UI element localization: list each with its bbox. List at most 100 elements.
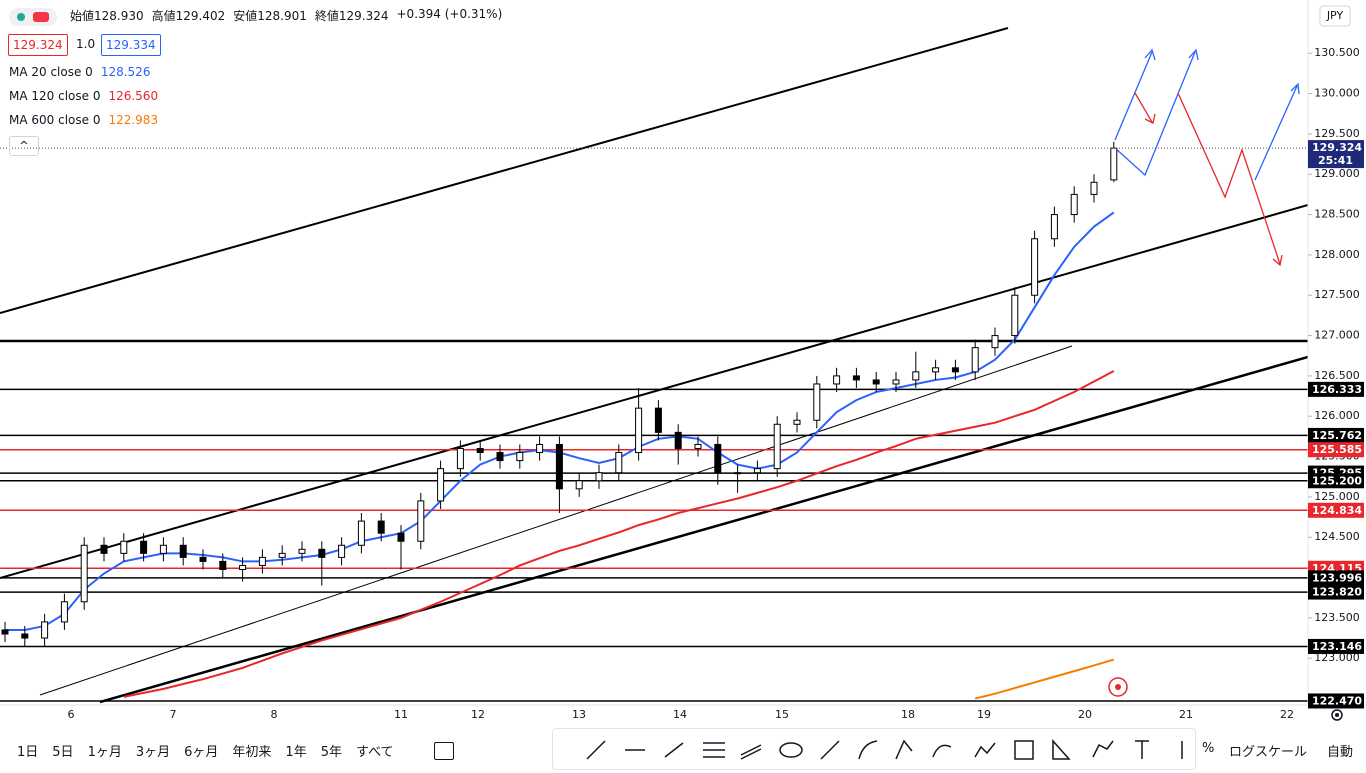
candle-body	[496, 452, 504, 462]
candle-body	[1011, 294, 1019, 337]
candle-body	[258, 556, 266, 566]
level-label-box	[1308, 502, 1364, 518]
x-tick-label: 8	[271, 708, 278, 721]
trend-line[interactable]	[0, 204, 1308, 579]
range-button[interactable]: 5年	[320, 745, 342, 760]
level-label: 126.333	[1312, 383, 1362, 396]
candle-body	[694, 443, 702, 449]
range-button[interactable]: 3ヶ月	[135, 745, 171, 760]
candle-body	[951, 367, 959, 373]
tool-icon[interactable]	[858, 740, 878, 760]
settings-icon[interactable]	[1331, 709, 1343, 721]
level-label: 125.200	[1312, 474, 1362, 487]
level-label: 123.146	[1312, 640, 1362, 653]
y-tick-label: 124.500	[1314, 530, 1360, 543]
level-label: 125.762	[1312, 429, 1362, 442]
x-tick-label: 20	[1078, 708, 1092, 721]
candle-body	[674, 431, 682, 449]
tool-icon[interactable]	[740, 744, 762, 760]
range-button[interactable]: 1年	[285, 745, 307, 760]
candle-body	[318, 548, 326, 558]
y-tick-label: 123.000	[1314, 651, 1360, 664]
legend-value: 126.560	[108, 89, 159, 103]
range-button[interactable]: 1日	[17, 745, 39, 760]
trend-line[interactable]	[0, 27, 1009, 314]
bottom-toolbar: 1日 5日 1ヶ月 3ヶ月 6ヶ月 年初来 1年 5年 すべて	[0, 728, 1366, 770]
level-label: 123.820	[1312, 586, 1362, 599]
trend-line[interactable]	[39, 345, 1073, 696]
x-tick-label: 11	[394, 708, 408, 721]
trend-line[interactable]	[99, 355, 1308, 704]
tool-icon[interactable]	[1092, 740, 1114, 758]
candle-body	[60, 601, 68, 623]
range-button[interactable]: すべて	[355, 745, 394, 760]
candle-body	[219, 560, 227, 570]
candle-body	[1050, 214, 1058, 240]
tool-icon[interactable]	[1052, 739, 1071, 760]
legend-value: 122.983	[108, 113, 159, 127]
candle-body	[595, 472, 603, 482]
candle-body	[199, 556, 207, 562]
y-tick-label: 126.500	[1314, 369, 1360, 382]
candle-body	[714, 443, 722, 474]
tool-icon[interactable]	[664, 742, 684, 758]
sell-button[interactable]: 129.324	[8, 34, 68, 56]
tool-icon[interactable]	[932, 744, 952, 758]
auto-button[interactable]: 自動	[1327, 745, 1354, 760]
candle-body	[80, 544, 88, 603]
tool-icon[interactable]	[895, 739, 913, 760]
moving-average	[123, 370, 1115, 698]
ohlc-header: 始値128.930 高値129.402 安値128.901 終値129.324 +0.3…	[70, 7, 502, 24]
x-tick-label: 19	[977, 708, 991, 721]
level-label: 122.470	[1312, 694, 1362, 707]
candle-body	[872, 379, 880, 385]
legend-name: MA 120 close 0	[9, 89, 101, 103]
candle-body	[1090, 181, 1098, 195]
symbol-badge[interactable]	[9, 8, 57, 26]
candle-body	[734, 472, 742, 475]
y-tick-label: 129.000	[1314, 167, 1360, 180]
record-dot	[1115, 684, 1121, 690]
candle-body	[1110, 147, 1118, 181]
y-tick-label: 127.500	[1314, 288, 1360, 301]
candle-body	[912, 371, 920, 381]
candle-body	[753, 468, 761, 474]
tool-icon[interactable]	[586, 740, 606, 760]
percent-button[interactable]: %	[1202, 741, 1215, 756]
last-price-box	[1308, 140, 1364, 169]
projection-arrow	[1254, 85, 1298, 181]
log-scale-button[interactable]: ログスケール	[1229, 745, 1308, 760]
status-dot	[17, 13, 25, 21]
level-label: 124.834	[1312, 504, 1362, 517]
level-label: 123.996	[1312, 571, 1362, 584]
range-button[interactable]: 6ヶ月	[184, 745, 219, 760]
tool-icon[interactable]	[974, 742, 996, 758]
tool-icon[interactable]	[703, 742, 725, 758]
quantity: 1.0	[76, 37, 96, 51]
arrow-head	[1144, 48, 1156, 61]
ohlc-value: 終値129.324	[314, 9, 389, 23]
tool-icon[interactable]	[1135, 740, 1149, 759]
tool-icon[interactable]	[820, 740, 840, 760]
tool-icon[interactable]	[779, 742, 803, 758]
range-button[interactable]: 5日	[52, 745, 74, 760]
buy-button[interactable]: 129.334	[101, 34, 161, 56]
x-tick-label: 14	[673, 708, 687, 721]
moving-average	[5, 211, 1115, 631]
candle-body	[932, 367, 940, 373]
collapse-button[interactable]: ^	[9, 136, 39, 156]
plot-area	[0, 27, 1308, 704]
wave-icon	[33, 12, 49, 22]
range-button[interactable]: 年初来	[232, 745, 272, 760]
legend-name: MA 20 close 0	[9, 65, 93, 79]
candle-body	[1070, 193, 1078, 216]
replay-icon[interactable]	[434, 742, 454, 760]
tool-icon[interactable]	[1014, 740, 1034, 760]
currency-button[interactable]	[1319, 5, 1351, 27]
x-tick-label: 21	[1179, 708, 1193, 721]
candle-body	[971, 347, 979, 373]
candle-body	[140, 540, 148, 554]
level-label-box	[1308, 473, 1364, 489]
range-button[interactable]: 1ヶ月	[87, 745, 122, 760]
y-tick-label: 130.000	[1314, 87, 1360, 100]
